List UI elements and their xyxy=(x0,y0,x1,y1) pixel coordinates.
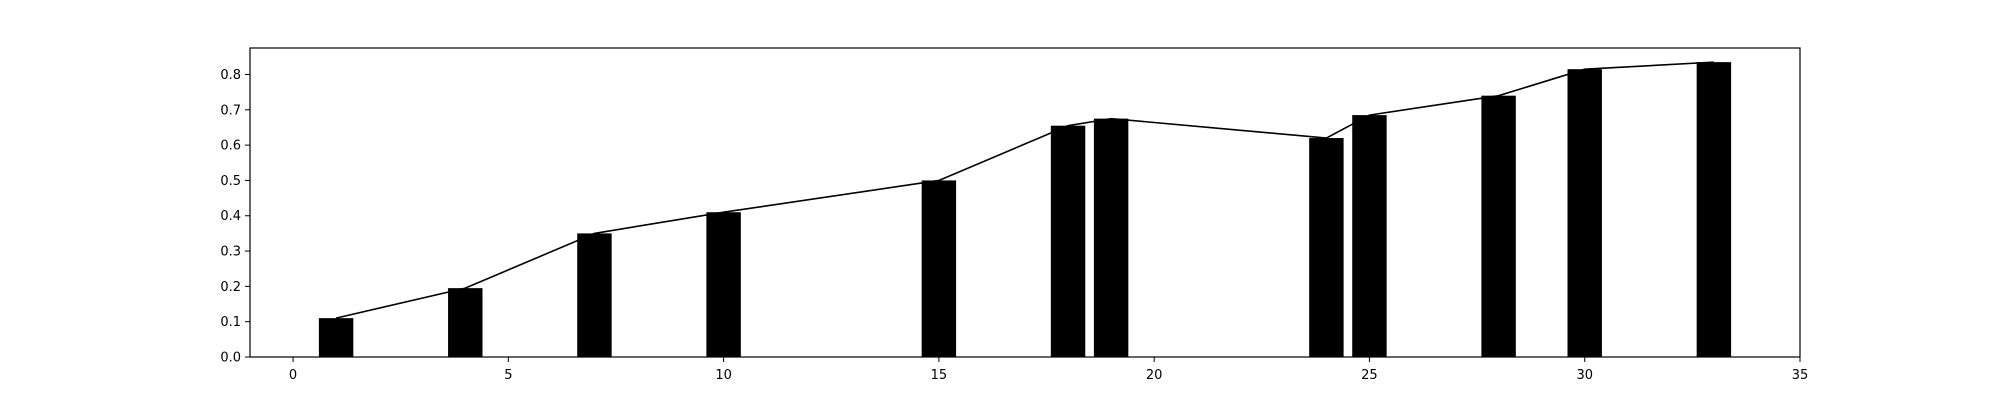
y-tick-label-2: 0.2 xyxy=(220,280,241,295)
x-tick-label-6: 30 xyxy=(1576,368,1593,383)
x-tick-label-7: 35 xyxy=(1792,368,1809,383)
x-axis: 0 5 10 15 20 25 30 35 xyxy=(289,357,1808,383)
bar-2 xyxy=(577,233,612,357)
x-tick-label-2: 10 xyxy=(715,368,732,383)
y-tick-label-5: 0.5 xyxy=(220,174,241,189)
x-tick-label-0: 0 xyxy=(289,368,297,383)
bar-5 xyxy=(1050,125,1086,357)
y-tick-label-1: 0.1 xyxy=(220,315,241,330)
bar-1 xyxy=(448,288,483,357)
plot-frame xyxy=(249,47,1801,358)
bar-7 xyxy=(1309,138,1344,357)
line-layer xyxy=(335,61,1714,319)
bar-10 xyxy=(1567,69,1602,357)
bar-6 xyxy=(1093,118,1129,357)
y-tick-label-8: 0.8 xyxy=(220,68,241,83)
y-tick-label-7: 0.7 xyxy=(220,103,241,118)
x-tick-label-1: 5 xyxy=(504,368,512,383)
y-tick-label-6: 0.6 xyxy=(220,139,241,154)
bar-8 xyxy=(1352,115,1387,357)
bar-0 xyxy=(318,318,354,357)
x-tick-label-3: 15 xyxy=(931,368,948,383)
bar-11 xyxy=(1696,62,1732,357)
x-tick-label-5: 25 xyxy=(1361,368,1378,383)
y-tick-label-4: 0.4 xyxy=(220,209,241,224)
x-tick-label-4: 20 xyxy=(1146,368,1163,383)
bars-layer xyxy=(318,62,1732,358)
y-axis: 0.0 0.1 0.2 0.3 0.4 0.5 0.6 0.7 0.8 xyxy=(220,68,250,366)
bar-9 xyxy=(1481,95,1516,358)
bar-3 xyxy=(706,212,741,357)
bar-4 xyxy=(921,180,957,357)
y-tick-label-3: 0.3 xyxy=(220,245,241,260)
series-line xyxy=(335,61,1714,319)
y-tick-label-0: 0.0 xyxy=(220,351,241,366)
